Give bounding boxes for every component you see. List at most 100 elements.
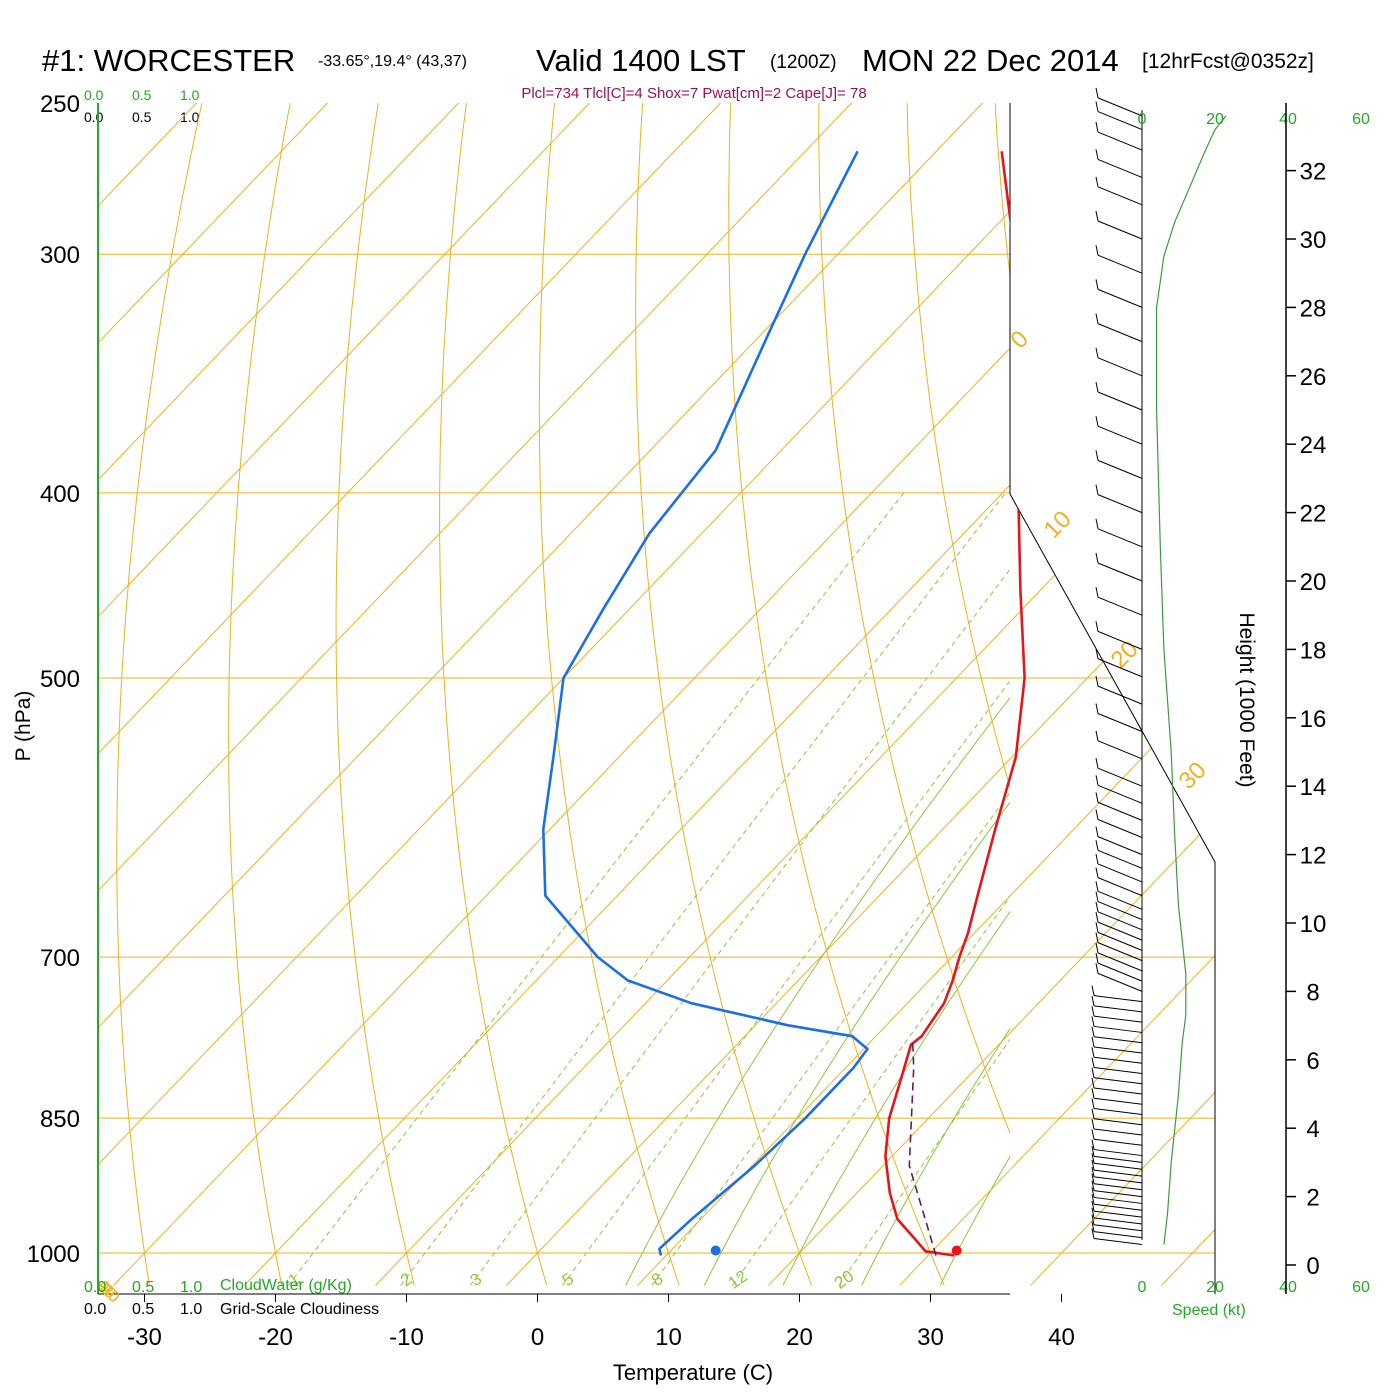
wind-barb-feather	[1091, 1129, 1095, 1140]
wind-barb-shaft	[1097, 97, 1143, 117]
wind-barb-feather	[1091, 1194, 1095, 1205]
wind-barb-feather	[1095, 313, 1099, 324]
wind-barb-shaft	[1093, 1183, 1143, 1191]
wind-barb-shaft	[1093, 1077, 1143, 1085]
wind-barb-shaft	[1097, 254, 1143, 274]
height-tick-label: 22	[1300, 501, 1327, 528]
wind-barb-shaft	[1093, 1210, 1143, 1218]
wind-barb-shaft	[1097, 158, 1143, 178]
dewpoint-profile-line	[541, 150, 869, 1256]
wind-barb-feather	[1091, 1159, 1095, 1171]
wind-barb-shaft	[1097, 658, 1143, 678]
mixing-ratio-label: 5	[559, 1269, 578, 1290]
pressure-tick-250: 250	[40, 91, 80, 118]
wind-barb-feather	[1095, 176, 1099, 187]
moist-adiabat-line	[625, 696, 1010, 1286]
wind-barb-shaft	[1097, 952, 1143, 972]
wind-barb-shaft	[1093, 1149, 1143, 1157]
moist-adiabat-line	[782, 910, 1010, 1286]
height-axis-title: Height (1000 Feet)	[1235, 612, 1258, 787]
mixing-ratio-line	[838, 1038, 1010, 1286]
surface-temperature-point	[951, 1245, 962, 1256]
sounding-series	[541, 150, 1026, 1257]
mixing-ratio-line	[561, 680, 1010, 1286]
wind-barb-shaft	[1093, 1231, 1143, 1239]
wind-barb-shaft	[1097, 220, 1143, 240]
wind-barb-feather	[1091, 1036, 1095, 1048]
height-tick-label: 14	[1300, 774, 1327, 801]
wind-barb-feather	[1095, 901, 1099, 912]
cloudwater-scale-top: 0.0 0.5 1.0	[84, 87, 200, 103]
moist-adiabat-line	[703, 801, 1010, 1286]
temperature-tick-label: 30	[917, 1324, 944, 1351]
wind-barb-feather	[1091, 1047, 1095, 1058]
isotherm-line	[637, 103, 1215, 1286]
wind-barb-shaft	[1097, 713, 1143, 732]
wind-barb-feather	[1091, 1173, 1095, 1184]
speed-axis-label: Speed (kt)	[1172, 1302, 1246, 1319]
dry-adiabat-line	[728, 103, 945, 1286]
wind-barb-feather	[1095, 953, 1099, 964]
dry-adiabat-line	[906, 103, 1010, 789]
wind-barb-feather	[1095, 730, 1099, 741]
height-tick-label: 20	[1300, 569, 1327, 596]
isotherm-line	[768, 103, 1215, 1286]
mixing-ratio-label: 20	[831, 1266, 857, 1292]
dry-adiabat-line	[116, 103, 203, 1286]
wind-barb-shaft	[1097, 901, 1143, 921]
valid-time: Valid 1400 LST	[536, 43, 746, 78]
wind-barb-shaft	[1097, 784, 1143, 804]
pressure-tick-300: 300	[40, 242, 80, 269]
temperature-tick-label: 20	[786, 1324, 813, 1351]
wind-barb-shaft	[1097, 131, 1143, 151]
dry-adiabat-line	[994, 103, 1010, 280]
mixing-ratio-label: 8	[648, 1269, 667, 1290]
pressure-axis-title: P (hPa)	[12, 691, 35, 762]
stability-indices: Plcl=734 Tlcl[C]=4 Shox=7 Pwat[cm]=2 Cap…	[521, 85, 866, 102]
wind-barb-feather	[1095, 867, 1099, 878]
dry-adiabat-line	[635, 103, 813, 1286]
wind-barb-feather	[1091, 1006, 1095, 1017]
wind-barb-feather	[1091, 995, 1095, 1007]
wind-barb-feather	[1095, 552, 1099, 564]
wind-barb-shaft	[1097, 921, 1143, 941]
wind-barb-feather	[1091, 1118, 1095, 1130]
wind-barb-feather	[1091, 1187, 1095, 1198]
speed-scale-top-label: 0	[1138, 111, 1147, 128]
right-isotherm-label: 10	[1039, 506, 1077, 544]
utc-time: (1200Z)	[770, 52, 837, 73]
wind-barb-feather	[1091, 1221, 1095, 1232]
height-tick-label: 32	[1300, 159, 1327, 186]
wind-barb-shaft	[1097, 767, 1143, 787]
dry-adiabat-line	[538, 103, 680, 1286]
wind-barb-feather	[1095, 922, 1099, 933]
height-tick-label: 18	[1300, 637, 1327, 664]
wind-barb-shaft	[1097, 111, 1143, 131]
wind-barb-feather	[1095, 347, 1099, 358]
wind-barb-shaft	[1093, 1025, 1143, 1033]
wind-barb-feather	[1095, 587, 1099, 598]
height-tick-label: 6	[1306, 1048, 1319, 1075]
temperature-tick-label: 40	[1048, 1324, 1075, 1351]
mixing-ratio-line	[287, 492, 905, 1286]
dry-adiabat-line	[335, 103, 415, 1286]
wind-barb-feather	[1095, 853, 1099, 865]
wind-barb-feather	[1095, 912, 1099, 923]
cloudiness-scale-2: 1.0	[180, 109, 200, 125]
speed-scale-bottom-label: 20	[1206, 1279, 1224, 1296]
wind-barb-feather	[1095, 891, 1099, 902]
pressure-tick-1000: 1000	[27, 1241, 80, 1268]
temperature-tick-label: -30	[127, 1324, 162, 1351]
wind-speed-profile	[1155, 115, 1227, 1245]
wind-barb-feather	[1095, 279, 1099, 290]
wind-barb-shaft	[1093, 995, 1143, 1003]
wind-barb-shaft	[1097, 849, 1143, 869]
height-tick-label: 10	[1300, 911, 1327, 938]
dry-adiabat-line	[818, 103, 1010, 1135]
wind-barb-feather	[1095, 932, 1099, 943]
dry-adiabat-line	[1321, 0, 1400, 1285]
speed-scale-bottom-label: 60	[1352, 1279, 1370, 1296]
cloudiness-scale-1: 0.5	[132, 109, 152, 125]
wind-barb-feather	[1095, 87, 1099, 98]
wind-barb-shaft	[1097, 494, 1143, 514]
